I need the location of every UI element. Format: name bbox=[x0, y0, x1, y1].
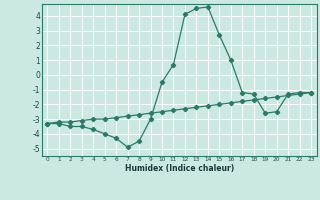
X-axis label: Humidex (Indice chaleur): Humidex (Indice chaleur) bbox=[124, 164, 234, 173]
